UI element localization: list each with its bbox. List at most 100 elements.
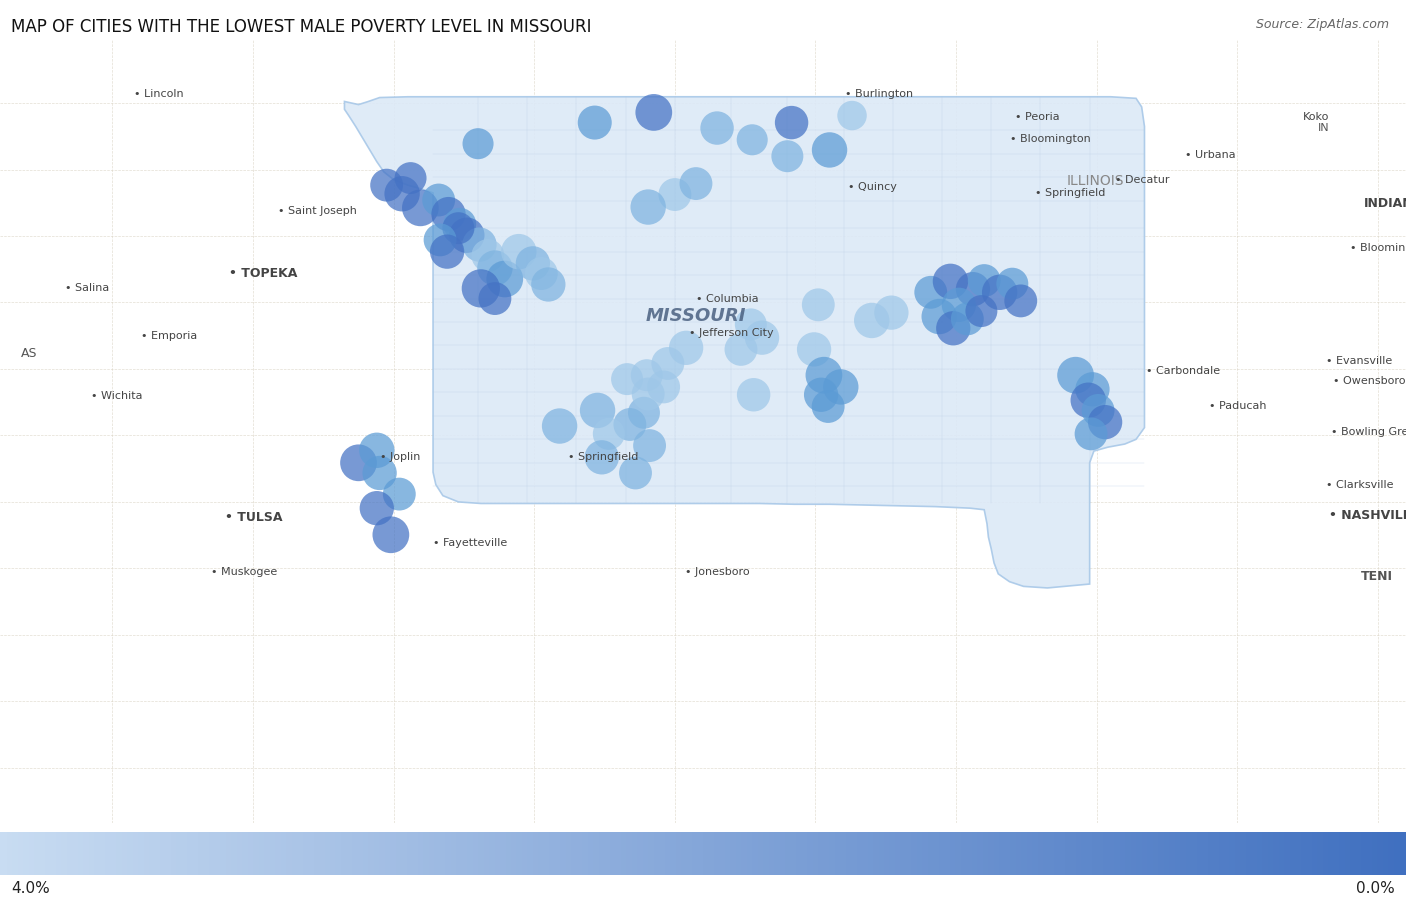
Text: • Clarksville: • Clarksville — [1326, 480, 1393, 490]
Text: • Peoria: • Peoria — [1015, 112, 1060, 122]
Polygon shape — [344, 97, 1144, 588]
Text: Source: ZipAtlas.com: Source: ZipAtlas.com — [1256, 18, 1389, 31]
Text: • Springfield: • Springfield — [1035, 188, 1105, 198]
Point — [347, 456, 370, 470]
Point — [508, 245, 530, 259]
Point — [807, 298, 830, 312]
Text: • Owensboro: • Owensboro — [1333, 377, 1406, 387]
Point — [437, 207, 460, 221]
Point — [633, 405, 655, 420]
Text: MISSOURI: MISSOURI — [645, 307, 747, 325]
Point — [920, 285, 942, 299]
Point — [657, 356, 679, 370]
Point — [388, 487, 411, 502]
Point — [366, 501, 388, 515]
Point — [956, 312, 979, 326]
Text: • Urbana: • Urbana — [1185, 149, 1236, 160]
Point — [776, 149, 799, 164]
Point — [841, 109, 863, 123]
Point — [928, 309, 950, 324]
Point — [675, 341, 697, 355]
Point — [530, 266, 553, 280]
Text: • Quincy: • Quincy — [848, 182, 897, 192]
Text: • Evansville: • Evansville — [1326, 356, 1392, 366]
Point — [399, 171, 422, 185]
Text: • Fayetteville: • Fayetteville — [433, 539, 508, 548]
Point — [391, 187, 413, 201]
Point — [740, 317, 762, 332]
Point — [810, 387, 832, 402]
Point — [484, 261, 506, 275]
Point — [780, 115, 803, 129]
Point — [962, 282, 984, 297]
Text: • Joplin: • Joplin — [380, 452, 420, 462]
Text: • Carbondale: • Carbondale — [1146, 366, 1220, 376]
Point — [638, 439, 661, 453]
Text: • Paducah: • Paducah — [1209, 402, 1267, 412]
Point — [830, 379, 852, 394]
Point — [470, 281, 492, 296]
Text: 0.0%: 0.0% — [1355, 881, 1395, 895]
Text: MAP OF CITIES WITH THE LOWEST MALE POVERTY LEVEL IN MISSOURI: MAP OF CITIES WITH THE LOWEST MALE POVER… — [11, 18, 592, 36]
Point — [637, 387, 659, 401]
Text: • Jonesboro: • Jonesboro — [685, 567, 749, 577]
Point — [366, 443, 388, 458]
Point — [817, 399, 839, 414]
Point — [1087, 404, 1109, 418]
Text: • Jefferson City: • Jefferson City — [689, 328, 773, 338]
Point — [813, 368, 835, 382]
Point — [468, 237, 491, 252]
Point — [880, 306, 903, 320]
Text: • Bowling Green: • Bowling Green — [1331, 426, 1406, 437]
Text: IN: IN — [1317, 123, 1329, 133]
Point — [1001, 277, 1024, 291]
Point — [742, 387, 765, 402]
Point — [664, 187, 686, 201]
Point — [1077, 393, 1099, 407]
Point — [598, 427, 620, 441]
Point — [637, 200, 659, 214]
Point — [730, 343, 752, 357]
Point — [818, 143, 841, 157]
Point — [619, 417, 641, 432]
Point — [467, 137, 489, 151]
Text: • Salina: • Salina — [65, 283, 108, 293]
Point — [409, 200, 432, 215]
Text: TENI: TENI — [1361, 570, 1393, 583]
Point — [1094, 415, 1116, 430]
Point — [586, 404, 609, 418]
Text: • NASHVILLE: • NASHVILLE — [1329, 510, 1406, 522]
Text: • TOPEKA: • TOPEKA — [229, 267, 298, 280]
Text: • Burlington: • Burlington — [845, 89, 912, 100]
Point — [583, 115, 606, 129]
Point — [449, 217, 471, 231]
Text: • Columbia: • Columbia — [696, 294, 759, 304]
Point — [741, 132, 763, 147]
Text: • Decatur: • Decatur — [1115, 174, 1170, 184]
Text: 4.0%: 4.0% — [11, 881, 51, 895]
Point — [803, 343, 825, 357]
Point — [1081, 382, 1104, 396]
Point — [368, 466, 391, 480]
Text: • TULSA: • TULSA — [225, 511, 283, 524]
Point — [447, 221, 470, 236]
Point — [537, 277, 560, 291]
Point — [643, 105, 665, 120]
Point — [436, 245, 458, 259]
Point — [548, 419, 571, 433]
Point — [591, 450, 613, 465]
Point — [494, 271, 516, 286]
Point — [988, 285, 1011, 299]
Point — [939, 274, 962, 289]
Point — [427, 192, 450, 207]
Text: INDIANAPO: INDIANAPO — [1364, 197, 1406, 209]
Point — [973, 273, 995, 288]
Text: • Muskogee: • Muskogee — [211, 567, 277, 577]
Point — [375, 178, 398, 192]
Text: • Bloomington: • Bloomington — [1010, 134, 1090, 144]
Point — [522, 256, 544, 271]
Text: ILLINOIS: ILLINOIS — [1067, 174, 1123, 188]
Point — [970, 304, 993, 318]
Text: • Lincoln: • Lincoln — [134, 89, 183, 100]
Point — [616, 372, 638, 387]
